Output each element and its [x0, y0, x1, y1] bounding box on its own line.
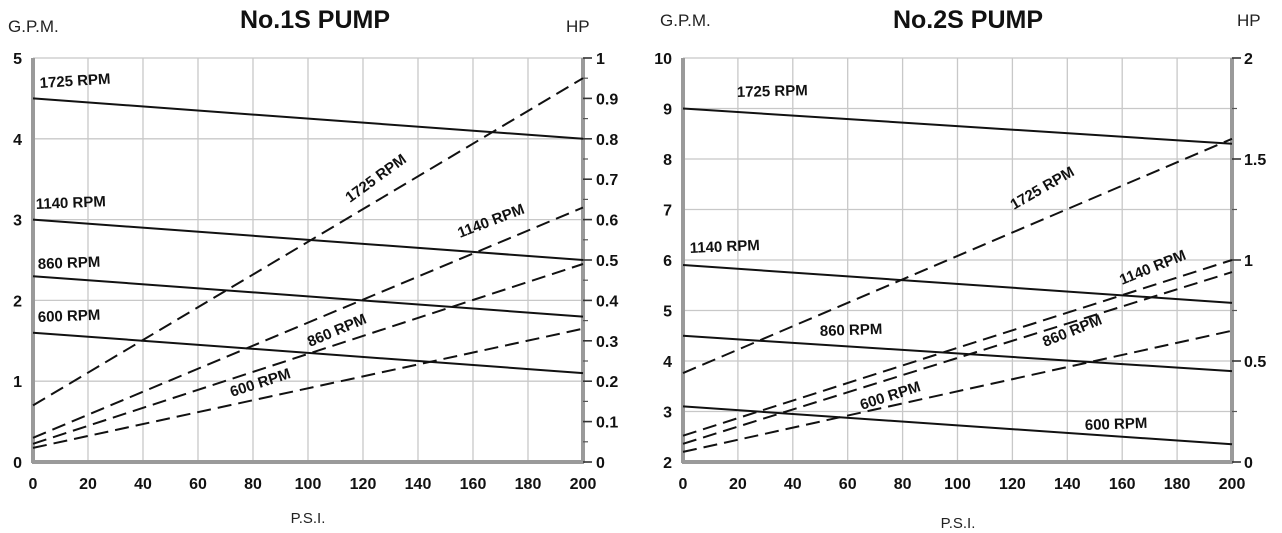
y-right-axis-label: HP [566, 17, 590, 36]
series-label: 600 RPM [858, 378, 923, 413]
y-right-tick-label: 0 [1244, 455, 1253, 472]
x-tick-label: 100 [944, 476, 971, 493]
y-right-tick-label: 0.9 [596, 91, 618, 108]
x-tick-label: 180 [1164, 476, 1191, 493]
x-tick-label: 40 [134, 476, 152, 493]
y-left-tick-label: 5 [663, 304, 672, 321]
x-tick-label: 60 [839, 476, 857, 493]
y-left-axis-label: G.P.M. [8, 17, 59, 36]
x-tick-label: 120 [350, 476, 377, 493]
y-left-tick-label: 3 [13, 213, 22, 230]
series-line-hp-860-rpm [32, 263, 584, 445]
y-left-tick-label: 7 [663, 203, 672, 220]
x-tick-label: 20 [79, 476, 97, 493]
y-left-tick-label: 4 [663, 354, 672, 371]
y-left-tick-label: 2 [663, 455, 672, 472]
x-tick-label: 160 [1109, 476, 1136, 493]
y-left-tick-label: 10 [654, 51, 672, 68]
series-line-gpm-600-rpm [32, 331, 584, 375]
y-left-axis-label: G.P.M. [660, 11, 711, 30]
y-right-tick-label: 0.5 [1244, 354, 1266, 371]
series-line-hp-1725-rpm [32, 77, 584, 407]
chart-2 [681, 57, 1241, 464]
y-right-tick-label: 0.8 [596, 132, 618, 149]
y-left-tick-label: 9 [663, 102, 672, 119]
series-line-hp-1140-rpm [32, 206, 584, 439]
y-left-tick-label: 2 [13, 293, 22, 310]
y-right-tick-label: 0.1 [596, 415, 618, 432]
x-tick-label: 140 [405, 476, 432, 493]
y-left-tick-label: 6 [663, 253, 672, 270]
x-tick-label: 200 [570, 476, 597, 493]
series-line-gpm-860-rpm [682, 334, 1233, 373]
x-tick-label: 80 [244, 476, 262, 493]
y-right-tick-label: 2 [1244, 51, 1253, 68]
x-tick-label: 200 [1219, 476, 1246, 493]
x-tick-label: 120 [999, 476, 1026, 493]
y-right-tick-label: 0.2 [596, 374, 618, 391]
series-label: 1725 RPM [737, 82, 808, 101]
series-label: 1725 RPM [342, 151, 409, 206]
series-label: 1140 RPM [689, 237, 760, 257]
chart-title: No.2S PUMP [893, 6, 1043, 34]
y-left-tick-label: 1 [13, 374, 22, 391]
series-line-hp-600-rpm [32, 327, 584, 449]
y-right-tick-label: 1 [596, 51, 605, 68]
x-tick-label: 180 [515, 476, 542, 493]
y-right-tick-label: 0.4 [596, 293, 618, 310]
y-left-tick-label: 3 [663, 405, 672, 422]
x-axis-label: P.S.I. [291, 510, 326, 527]
chart-1 [31, 57, 592, 464]
y-right-tick-label: 0.3 [596, 334, 618, 351]
x-tick-label: 20 [729, 476, 747, 493]
y-left-tick-label: 0 [13, 455, 22, 472]
series-line-hp-1140-rpm [682, 259, 1233, 437]
y-right-tick-label: 0.7 [596, 172, 618, 189]
x-tick-label: 80 [894, 476, 912, 493]
x-tick-label: 100 [295, 476, 322, 493]
x-axis-label: P.S.I. [941, 515, 976, 532]
chart-title: No.1S PUMP [240, 6, 390, 34]
series-line-gpm-1140-rpm [32, 218, 584, 261]
y-right-axis-label: HP [1237, 11, 1261, 30]
y-right-tick-label: 1.5 [1244, 152, 1266, 169]
series-label: 860 RPM [820, 321, 883, 340]
series-label: 860 RPM [38, 254, 101, 273]
series-line-gpm-860-rpm [32, 275, 584, 318]
x-tick-label: 0 [679, 476, 688, 493]
y-right-tick-label: 0.5 [596, 253, 618, 270]
x-tick-label: 0 [29, 476, 38, 493]
series-line-hp-600-rpm [682, 329, 1233, 453]
series-line-gpm-1725-rpm [682, 107, 1233, 145]
series-label: 600 RPM [38, 307, 101, 326]
series-label: 1725 RPM [39, 71, 111, 92]
y-left-tick-label: 8 [663, 152, 672, 169]
series-label: 1140 RPM [455, 201, 526, 242]
y-left-tick-label: 5 [13, 51, 22, 68]
y-right-tick-label: 1 [1244, 253, 1253, 270]
series-line-hp-1725-rpm [682, 137, 1233, 375]
series-line-gpm-1140-rpm [682, 264, 1233, 304]
y-right-tick-label: 0.6 [596, 213, 618, 230]
series-label: 1140 RPM [36, 193, 107, 213]
x-tick-label: 60 [189, 476, 207, 493]
series-line-gpm-600-rpm [682, 405, 1233, 446]
y-right-tick-label: 0 [596, 455, 605, 472]
series-label: 600 RPM [1085, 415, 1148, 434]
series-line-hp-860-rpm [682, 271, 1233, 445]
x-tick-label: 160 [460, 476, 487, 493]
x-tick-label: 40 [784, 476, 802, 493]
x-tick-label: 140 [1054, 476, 1081, 493]
y-left-tick-label: 4 [13, 132, 22, 149]
series-label: 600 RPM [228, 365, 293, 400]
